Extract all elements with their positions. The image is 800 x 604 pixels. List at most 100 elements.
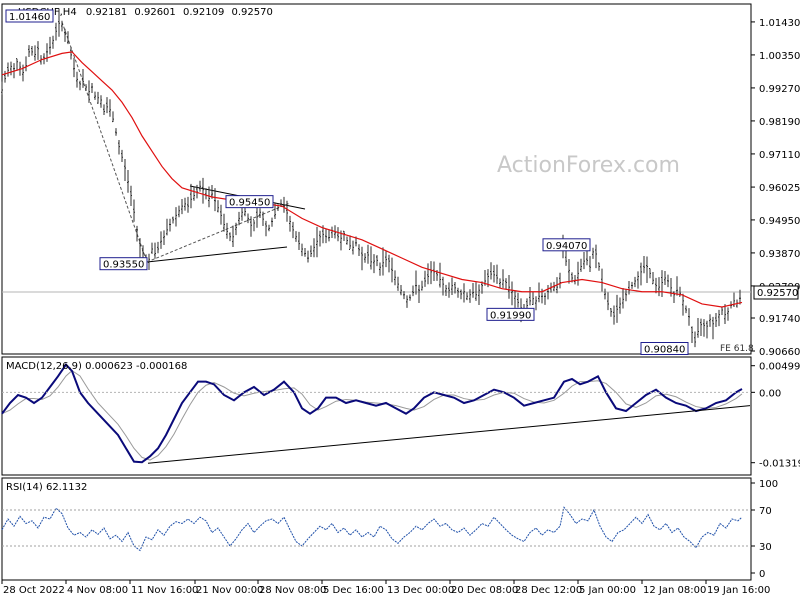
price-bar	[397, 276, 399, 291]
price-bar	[661, 270, 663, 297]
x-tick-label: 28 Oct 2022	[3, 585, 65, 596]
price-bar	[259, 208, 261, 218]
price-bar	[193, 186, 195, 201]
price-bar	[34, 45, 36, 61]
price-bar	[706, 320, 708, 339]
price-bar	[76, 71, 78, 88]
price-bar	[688, 308, 690, 326]
price-bar	[328, 229, 330, 242]
price-bar	[121, 149, 123, 162]
price-bar	[151, 242, 153, 254]
price-bar	[511, 281, 513, 306]
price-bar	[307, 250, 309, 263]
price-bar	[295, 231, 297, 242]
symbol-header: USDCHF,H4 0.92181 0.92601 0.92109 0.9257…	[18, 7, 273, 18]
price-bar	[58, 8, 60, 37]
price-annotation-label: 1.01460	[9, 12, 50, 23]
price-bar	[724, 304, 726, 325]
price-bar	[448, 282, 450, 298]
price-bar	[139, 238, 141, 258]
price-bar	[169, 218, 171, 232]
price-bar	[91, 83, 93, 93]
price-bar	[712, 316, 714, 340]
price-bar	[646, 256, 648, 283]
price-bar	[709, 314, 711, 327]
price-bar	[346, 236, 348, 245]
price-bar	[493, 265, 495, 283]
price-bar	[508, 274, 510, 299]
price-bar	[154, 242, 156, 259]
price-bar	[412, 285, 414, 297]
price-bar	[301, 243, 303, 257]
price-bar	[352, 240, 354, 255]
price-bar	[28, 45, 30, 57]
price-bar	[361, 246, 363, 271]
price-bar	[163, 230, 165, 245]
dashed-retracement-1	[61, 21, 148, 263]
price-bar	[202, 177, 204, 204]
price-bar	[373, 254, 375, 274]
price-annotation: 0.94070	[542, 238, 591, 252]
price-bar	[349, 235, 351, 250]
price-bar	[421, 280, 423, 291]
price-bar	[427, 263, 429, 285]
rsi-tick-label: 30	[759, 542, 772, 553]
rsi-panel	[1, 477, 752, 581]
macd-tick-label: -0.013193	[759, 459, 800, 470]
price-bar	[700, 318, 702, 337]
price-bar	[22, 64, 24, 82]
price-bar	[10, 61, 12, 76]
price-bar	[475, 282, 477, 301]
price-bar	[61, 20, 63, 32]
price-bar	[106, 97, 108, 114]
price-bar	[514, 290, 516, 308]
price-bar	[190, 183, 192, 209]
price-bar	[694, 331, 696, 348]
price-bar	[634, 276, 636, 288]
price-bar	[358, 244, 360, 257]
price-bar	[643, 255, 645, 274]
price-bar	[286, 200, 288, 222]
price-bar	[223, 213, 225, 232]
price-bar	[82, 69, 84, 88]
price-bar	[118, 140, 120, 155]
price-bar	[292, 221, 294, 239]
rsi-tick-label: 70	[759, 506, 772, 517]
price-bar	[67, 31, 69, 45]
price-bar	[595, 244, 597, 269]
price-bar	[547, 285, 549, 300]
price-bar	[685, 305, 687, 314]
x-tick-label: 21 Nov 00:00	[196, 585, 263, 596]
price-bar	[133, 199, 135, 222]
price-bar	[649, 267, 651, 279]
price-bar	[313, 238, 315, 258]
price-annotation: 1.01460	[5, 9, 54, 23]
price-bar	[637, 271, 639, 289]
price-bar	[598, 262, 600, 271]
x-tick-label: 13 Dec 00:00	[387, 585, 454, 596]
price-tick-label: 0.96025	[759, 183, 800, 194]
price-bar	[442, 276, 444, 296]
price-bar	[364, 253, 366, 263]
price-bar	[718, 309, 720, 327]
price-annotation-label: 0.90840	[644, 345, 685, 356]
rsi-tick-label: 0	[759, 569, 765, 580]
price-bar	[208, 186, 210, 208]
price-bar	[640, 262, 642, 286]
price-bar	[379, 262, 381, 276]
price-bar	[625, 289, 627, 302]
price-bar	[406, 295, 408, 308]
price-bar	[100, 95, 102, 108]
price-bar	[265, 220, 267, 237]
price-bar	[16, 58, 18, 71]
macd-label: MACD(12,26,9) 0.000623 -0.000168	[6, 361, 187, 372]
price-bar	[55, 22, 57, 41]
price-panel	[1, 3, 752, 355]
price-bar	[727, 307, 729, 321]
price-annotation: 0.93550	[99, 257, 148, 271]
price-bar	[250, 216, 252, 237]
price-bar	[388, 254, 390, 273]
price-bar	[166, 218, 168, 236]
price-bar	[445, 284, 447, 297]
